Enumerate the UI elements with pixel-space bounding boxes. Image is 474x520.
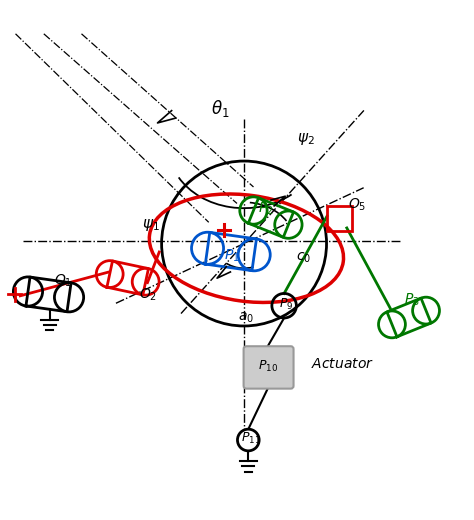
Text: $O_1$: $O_1$ [54,273,73,289]
Text: $P_3$: $P_3$ [404,291,420,308]
Text: $\theta_1$: $\theta_1$ [211,98,229,119]
Text: $Actuator$: $Actuator$ [311,357,374,371]
FancyBboxPatch shape [244,346,293,388]
Bar [327,206,353,231]
Text: $\psi_1$: $\psi_1$ [142,217,160,233]
Circle shape [237,429,259,451]
Text: $c_0$: $c_0$ [296,251,311,265]
Text: $O_2$: $O_2$ [139,287,157,303]
Text: $P_{11}$: $P_{11}$ [241,432,261,447]
Text: $a_0$: $a_0$ [238,310,254,324]
Text: $\psi_2$: $\psi_2$ [297,131,315,147]
Text: $P_2$: $P_2$ [258,201,274,217]
Text: $P_9$: $P_9$ [279,297,294,312]
Text: $P_1$: $P_1$ [225,248,240,264]
Text: $O_5$: $O_5$ [348,196,366,213]
Text: $P_{10}$: $P_{10}$ [258,359,278,374]
